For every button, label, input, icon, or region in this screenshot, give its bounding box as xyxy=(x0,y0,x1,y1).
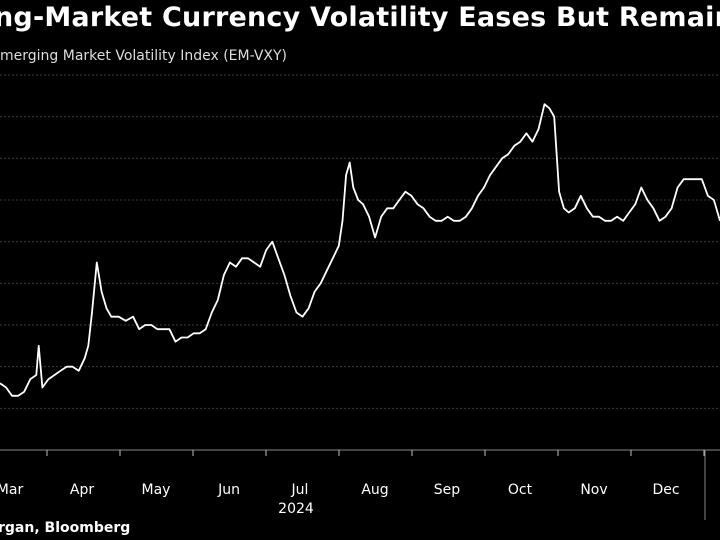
x-tick-label: Nov xyxy=(580,482,607,498)
x-tick-label: May xyxy=(142,482,171,498)
x-tick-label: Dec xyxy=(652,482,679,498)
source-note: rgan, Bloomberg xyxy=(0,520,131,536)
series-line-group xyxy=(0,103,720,397)
x-tick-label: Oct xyxy=(508,482,533,498)
x-tick-label: Mar xyxy=(0,482,23,498)
x-year-label: 2024 xyxy=(278,501,314,517)
x-axis-ticks: Mar Apr May Jun Jul Aug Sep Oct Nov Dec 2024 xyxy=(0,450,706,520)
gridlines xyxy=(0,74,720,451)
x-tick-label: Jun xyxy=(217,482,240,498)
x-tick-label: Aug xyxy=(361,482,388,498)
x-tick-label: Jul xyxy=(291,482,309,498)
x-tick-label: Sep xyxy=(434,482,461,498)
chart-title: ng-Market Currency Volatility Eases But … xyxy=(0,2,720,33)
legend-label: merging Market Volatility Index (EM-VXY) xyxy=(0,48,288,64)
x-tick-label: Apr xyxy=(70,482,94,498)
legend: merging Market Volatility Index (EM-VXY) xyxy=(0,48,287,64)
series-line xyxy=(0,103,720,397)
